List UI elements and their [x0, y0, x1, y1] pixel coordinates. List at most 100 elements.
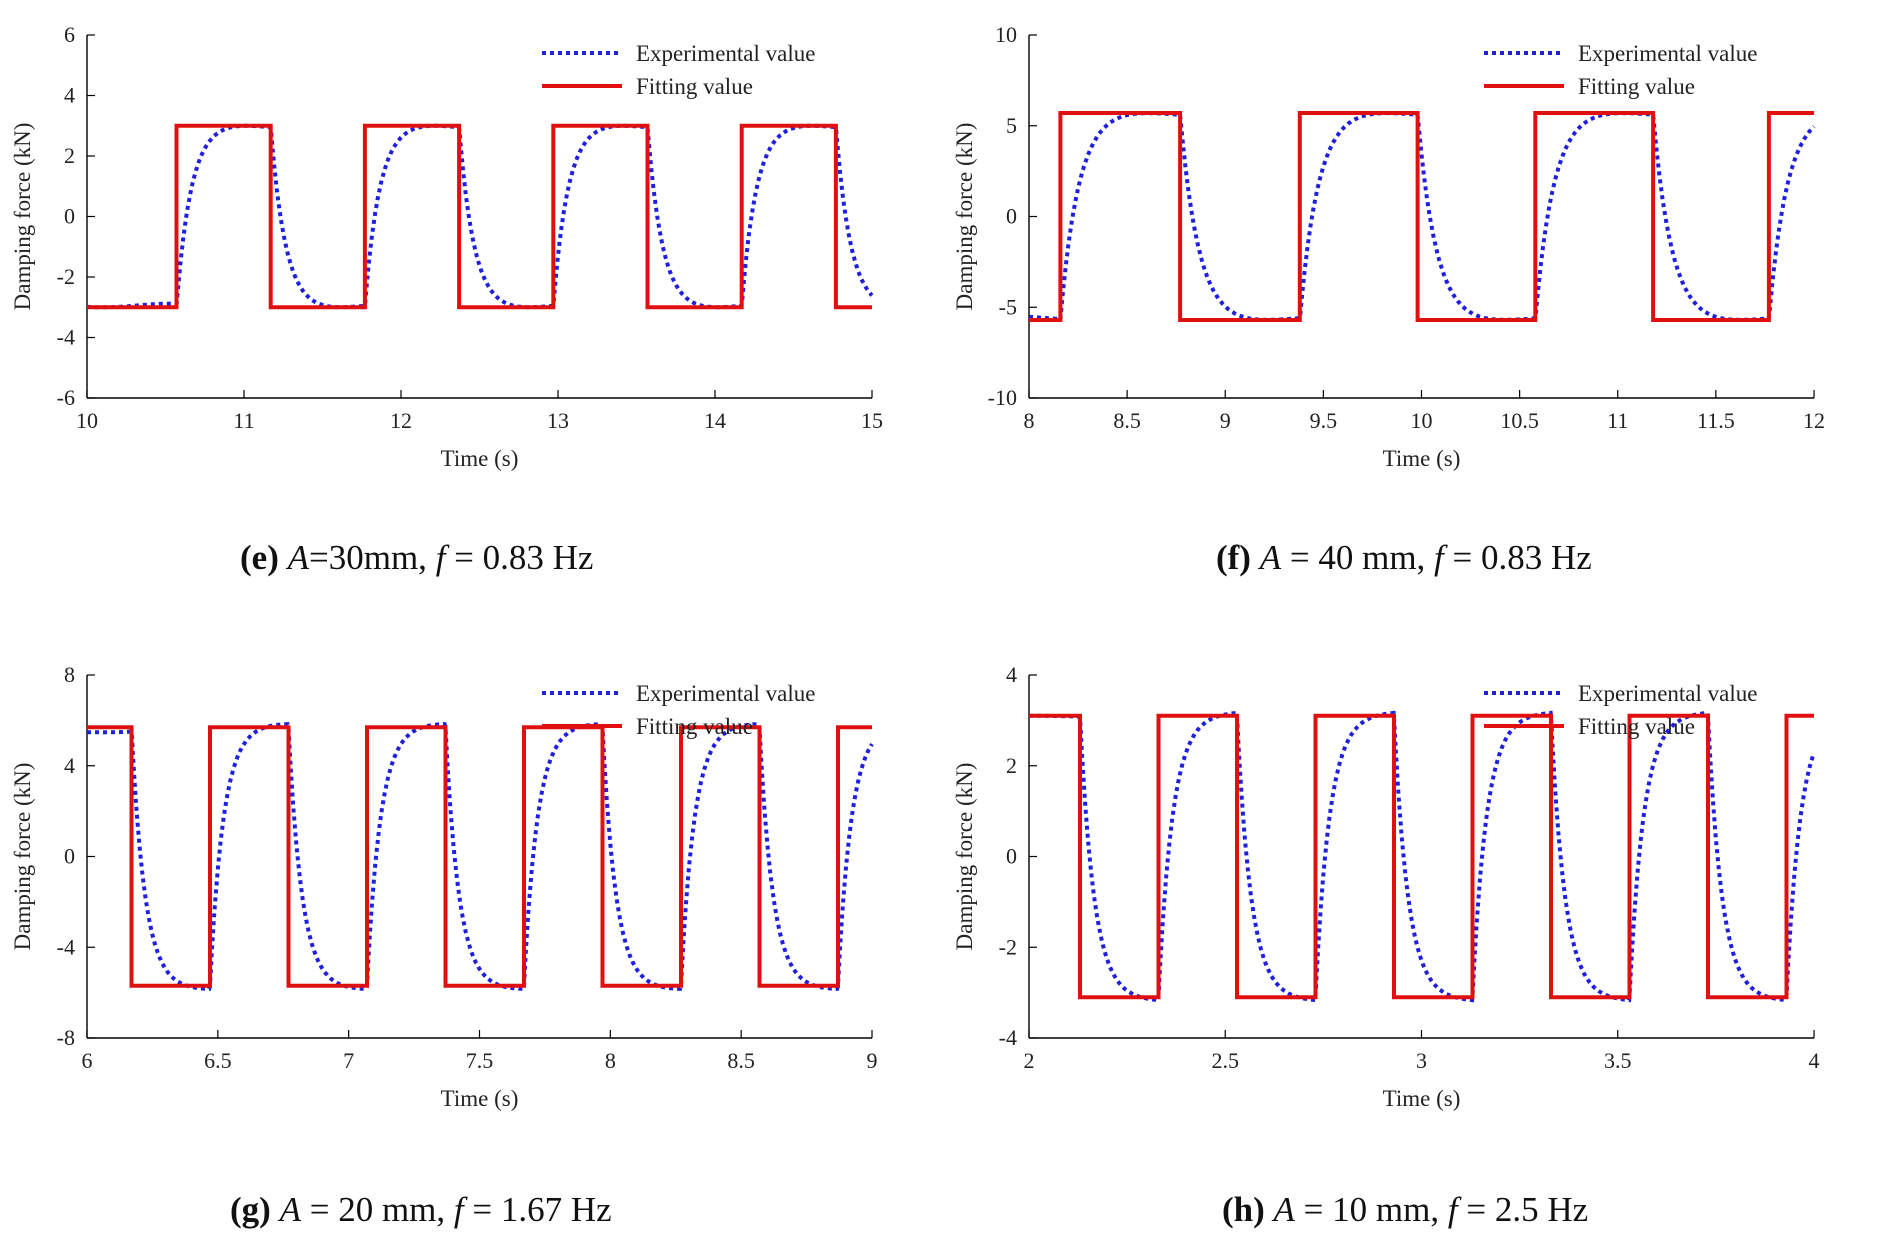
caption-text: A	[287, 538, 309, 577]
x-tick-label: 11	[233, 408, 254, 433]
x-tick-label: 7.5	[466, 1048, 494, 1073]
chart-panel-e: 10 11 12 13 14 15 -6 -4 -2 0 2 4 6 Time (s) Damping fo…	[10, 22, 883, 471]
y-tick-label: 4	[64, 753, 75, 778]
y-tick-label: 0	[1006, 844, 1017, 869]
caption-text: = 10 mm,	[1294, 1190, 1448, 1229]
x-tick-label: 11.5	[1697, 408, 1735, 433]
y-tick-label: 5	[1006, 113, 1017, 138]
x-tick-label: 7	[343, 1048, 354, 1073]
y-tick-label: -8	[57, 1025, 75, 1050]
caption-letter: (g)	[230, 1190, 271, 1229]
caption-h: (h) A = 10 mm, f = 2.5 Hz	[1222, 1190, 1588, 1230]
x-tick-label: 9	[1220, 408, 1231, 433]
chart-panel-g: 6 6.5 7 7.5 8 8.5 9 -8 -4 0 4 8 Time (s) Damping forc…	[10, 662, 878, 1111]
y-tick-label: -4	[57, 934, 75, 959]
y-axis-title: Damping force (kN)	[10, 763, 35, 951]
caption-f: (f) A = 40 mm, f = 0.83 Hz	[1216, 538, 1592, 578]
x-tick-label: 9	[867, 1048, 878, 1073]
y-tick-label: -5	[999, 294, 1017, 319]
x-tick-label: 12	[390, 408, 412, 433]
y-tick-label: 4	[1006, 662, 1017, 687]
x-tick-label: 2	[1024, 1048, 1035, 1073]
legend-experimental-label: Experimental value	[636, 681, 815, 706]
y-tick-label: -2	[57, 264, 75, 289]
y-tick-label: -4	[57, 325, 75, 350]
legend-fitting-label: Fitting value	[1578, 714, 1695, 739]
y-tick-label: -2	[999, 934, 1017, 959]
fitting-series-line	[87, 123, 872, 310]
x-tick-label: 4	[1809, 1048, 1820, 1073]
experimental-series-line	[86, 123, 874, 310]
y-tick-label: 8	[64, 662, 75, 687]
caption-text: A	[1259, 538, 1282, 577]
caption-letter: (f)	[1216, 538, 1251, 577]
caption-text: f	[453, 1190, 464, 1229]
caption-text: A	[279, 1190, 301, 1229]
caption-text: f	[435, 538, 446, 577]
x-tick-label: 9.5	[1310, 408, 1338, 433]
fitting-series-line	[1029, 111, 1814, 322]
x-tick-label: 3	[1416, 1048, 1427, 1073]
y-tick-label: 4	[64, 83, 75, 108]
y-tick-label: 0	[64, 844, 75, 869]
legend-fitting-label: Fitting value	[1578, 74, 1695, 99]
y-tick-label: -6	[57, 385, 75, 410]
x-tick-label: 8	[1024, 408, 1035, 433]
caption-text: = 40 mm,	[1281, 538, 1435, 577]
caption-text: f	[1447, 1190, 1458, 1229]
fitting-series-line	[1029, 713, 1814, 1000]
y-axis-title: Damping force (kN)	[10, 123, 35, 311]
caption-text: = 0.83 Hz	[1443, 538, 1592, 577]
caption-letter: (h)	[1222, 1190, 1265, 1229]
legend-experimental-label: Experimental value	[1578, 681, 1757, 706]
x-tick-label: 10	[1411, 408, 1433, 433]
caption-e: (e) A=30mm, f = 0.83 Hz	[240, 538, 593, 578]
x-tick-label: 14	[704, 408, 726, 433]
x-tick-label: 8	[605, 1048, 616, 1073]
x-tick-label: 3.5	[1604, 1048, 1632, 1073]
experimental-series-line	[86, 722, 874, 991]
caption-g: (g) A = 20 mm, f = 1.67 Hz	[230, 1190, 612, 1230]
caption-text: = 20 mm,	[300, 1190, 454, 1229]
y-tick-label: 10	[995, 22, 1017, 47]
x-tick-label: 8.5	[1113, 408, 1141, 433]
x-tick-label: 15	[861, 408, 883, 433]
x-tick-label: 13	[547, 408, 569, 433]
caption-text: f	[1434, 538, 1444, 577]
experimental-series-line	[1028, 111, 1816, 325]
x-tick-label: 12	[1803, 408, 1825, 433]
y-tick-label: 0	[64, 204, 75, 229]
x-tick-label: 8.5	[727, 1048, 755, 1073]
y-tick-label: 6	[64, 22, 75, 47]
y-tick-label: 2	[1006, 753, 1017, 778]
legend-experimental-label: Experimental value	[1578, 41, 1757, 66]
legend-experimental-label: Experimental value	[636, 41, 815, 66]
y-axis-title: Damping force (kN)	[952, 123, 977, 311]
x-tick-label: 6.5	[204, 1048, 232, 1073]
y-tick-label: 2	[64, 143, 75, 168]
chart-panel-f: 8 8.5 9 9.5 10 10.5 11 11.5 12 -10 -5 0 5 10 Time (s) D…	[952, 22, 1825, 471]
x-axis-title: Time (s)	[1383, 1086, 1461, 1111]
x-axis-title: Time (s)	[1383, 446, 1461, 471]
caption-text: =30mm,	[309, 538, 436, 577]
y-tick-label: -4	[999, 1025, 1017, 1050]
x-axis-title: Time (s)	[441, 446, 519, 471]
experimental-series-line	[1029, 710, 1816, 1003]
x-axis-title: Time (s)	[441, 1086, 519, 1111]
fitting-series-line	[87, 725, 872, 988]
x-tick-label: 11	[1607, 408, 1628, 433]
legend-fitting-label: Fitting value	[636, 714, 753, 739]
x-tick-label: 2.5	[1212, 1048, 1240, 1073]
x-tick-label: 10	[76, 408, 98, 433]
caption-text: = 1.67 Hz	[463, 1190, 612, 1229]
x-tick-label: 10.5	[1500, 408, 1539, 433]
y-tick-label: 0	[1006, 204, 1017, 229]
legend-fitting-label: Fitting value	[636, 74, 753, 99]
chart-panel-h: 2 2.5 3 3.5 4 -4 -2 0 2 4 Time (s) Damping force (k…	[952, 662, 1820, 1111]
caption-letter: (e)	[240, 538, 279, 577]
x-tick-label: 6	[82, 1048, 93, 1073]
y-axis-title: Damping force (kN)	[952, 763, 977, 951]
caption-text: = 0.83 Hz	[445, 538, 594, 577]
caption-text: A	[1273, 1190, 1295, 1229]
